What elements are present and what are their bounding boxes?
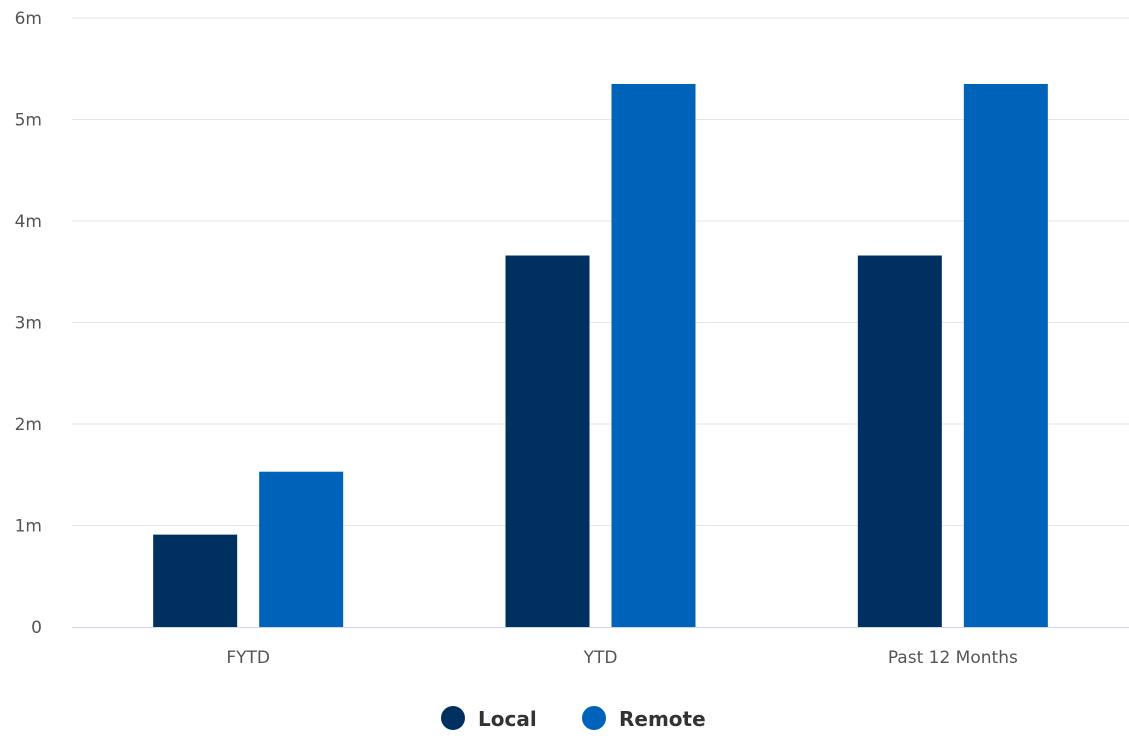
x-axis: FYTD YTD Past 12 Months [72,627,1129,668]
y-tick-label: 3m [15,314,42,334]
legend-item-local[interactable]: Local [441,706,537,731]
y-tick-label: 2m [15,415,42,435]
y-tick-label: 1m [15,517,42,537]
y-tick-label: 5m [15,111,42,131]
legend-marker [582,706,606,730]
bar-local-fytd[interactable] [153,534,238,627]
bar-remote-ytd[interactable] [611,83,696,628]
x-tick-label: Past 12 Months [888,648,1018,668]
y-tick-label: 6m [15,9,42,29]
legend-label: Local [478,707,537,731]
y-tick-label: 0 [31,618,42,638]
bar-remote-past-12-months[interactable] [963,83,1048,628]
bar-local-ytd[interactable] [505,255,590,627]
gridlines [72,17,1129,526]
legend-item-remote[interactable]: Remote [582,706,706,731]
bars [153,83,1048,628]
y-axis-ticks: 0 1m 2m 3m 4m 5m 6m [15,9,42,638]
legend-label: Remote [619,707,706,731]
bar-local-past-12-months[interactable] [857,255,942,627]
legend: Local Remote [441,706,706,731]
bar-remote-fytd[interactable] [259,471,344,627]
legend-marker [441,706,465,730]
x-tick-label: FYTD [226,648,270,668]
x-tick-label: YTD [583,648,618,668]
y-tick-label: 4m [15,212,42,232]
